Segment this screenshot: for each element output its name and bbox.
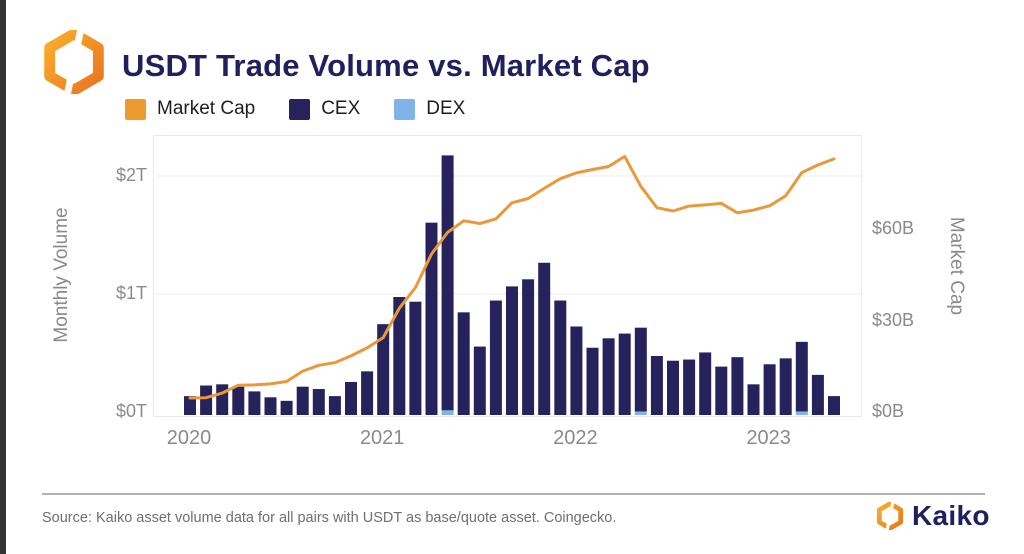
frame-edge-strip [0,0,6,554]
bar-cex-2021-03 [409,301,422,415]
footer-divider [42,493,985,495]
bar-cex-2021-10 [522,279,535,415]
bar-cex-2020-12 [361,371,374,415]
bar-cex-2021-01 [377,324,390,415]
bar-cex-2023-03 [795,341,808,412]
y-right-tick: $60B [872,218,915,238]
bar-dex-2022-05 [634,411,647,415]
x-tick-year: 2021 [359,427,405,449]
x-tick-year: 2022 [553,427,598,449]
bar-cex-2022-05 [634,327,647,412]
bar-cex-2020-11 [345,381,357,415]
y-right-tick: $30B [872,309,915,330]
cex-swatch-icon [289,98,311,120]
bar-cex-2022-06 [650,356,663,415]
page-title: USDT Trade Volume vs. Market Cap [122,48,650,83]
legend-label: CEX [321,98,361,119]
x-tick-year: 2020 [166,427,212,449]
left-axis-title: Monthly Volume [51,207,72,343]
bar-cex-2021-07 [473,346,486,415]
kaiko-logo-icon [876,502,904,530]
bar-cex-2020-02 [200,385,213,415]
bar-cex-2020-09 [312,389,325,415]
bar-cex-2021-02 [393,297,406,415]
bar-cex-2022-02 [586,347,599,415]
bar-cex-2020-04 [232,386,245,415]
bar-cex-2021-08 [489,300,502,415]
legend-item-cex: CEX [289,98,360,120]
bar-cex-2022-07 [667,360,679,415]
bar-cex-2020-08 [296,386,309,415]
bar-cex-2023-04 [811,374,824,415]
kaiko-logo-icon [44,30,104,94]
market-cap-swatch-icon [125,98,146,120]
y-left-tick: $0T [115,401,147,421]
bar-cex-2020-03 [216,384,229,415]
bar-cex-2022-11 [731,357,744,415]
bar-cex-2023-01 [763,364,776,415]
legend-item-dex: DEX [394,98,465,120]
bar-cex-2021-11 [538,262,551,415]
bar-dex-2023-03 [795,411,808,415]
bar-cex-2021-05 [441,155,454,411]
bar-cex-2020-10 [328,396,341,415]
chart-legend: Market Cap CEX DEX [125,98,465,120]
bar-cex-2022-03 [602,338,615,415]
bar-cex-2020-05 [248,391,261,415]
x-tick-year: 2023 [746,427,791,449]
right-axis-title: Market Cap [946,216,967,316]
legend-item-market-cap: Market Cap [125,98,255,120]
bar-cex-2020-06 [264,397,277,415]
bar-cex-2021-12 [554,300,567,415]
bar-cex-2023-02 [779,358,792,415]
bar-cex-2021-06 [457,312,470,415]
bar-cex-2021-04 [425,222,438,415]
bar-cex-2022-08 [683,359,696,415]
legend-label: DEX [426,98,466,119]
bar-cex-2020-01 [184,396,196,415]
bar-cex-2022-04 [618,333,631,415]
bar-cex-2023-05 [828,396,840,415]
plot-area [153,135,863,417]
bar-cex-2022-01 [570,326,583,415]
y-left-tick: $2T [115,165,147,185]
bar-cex-2020-07 [280,400,293,415]
chart-canvas [154,154,863,415]
legend-label: Market Cap [157,98,256,119]
footer-brand: Kaiko [876,500,990,532]
market-cap-line [188,154,836,400]
bar-cex-2022-09 [699,352,712,415]
dex-swatch-icon [394,98,416,120]
y-left-tick: $1T [115,283,147,303]
bar-dex-2021-05 [441,410,454,415]
bar-cex-2022-12 [747,384,760,415]
brand-wordmark: Kaiko [912,500,990,531]
y-right-tick: $0B [872,401,905,421]
source-note: Source: Kaiko asset volume data for all … [42,510,617,526]
bar-cex-2022-10 [715,366,728,415]
bar-cex-2021-09 [506,286,518,415]
